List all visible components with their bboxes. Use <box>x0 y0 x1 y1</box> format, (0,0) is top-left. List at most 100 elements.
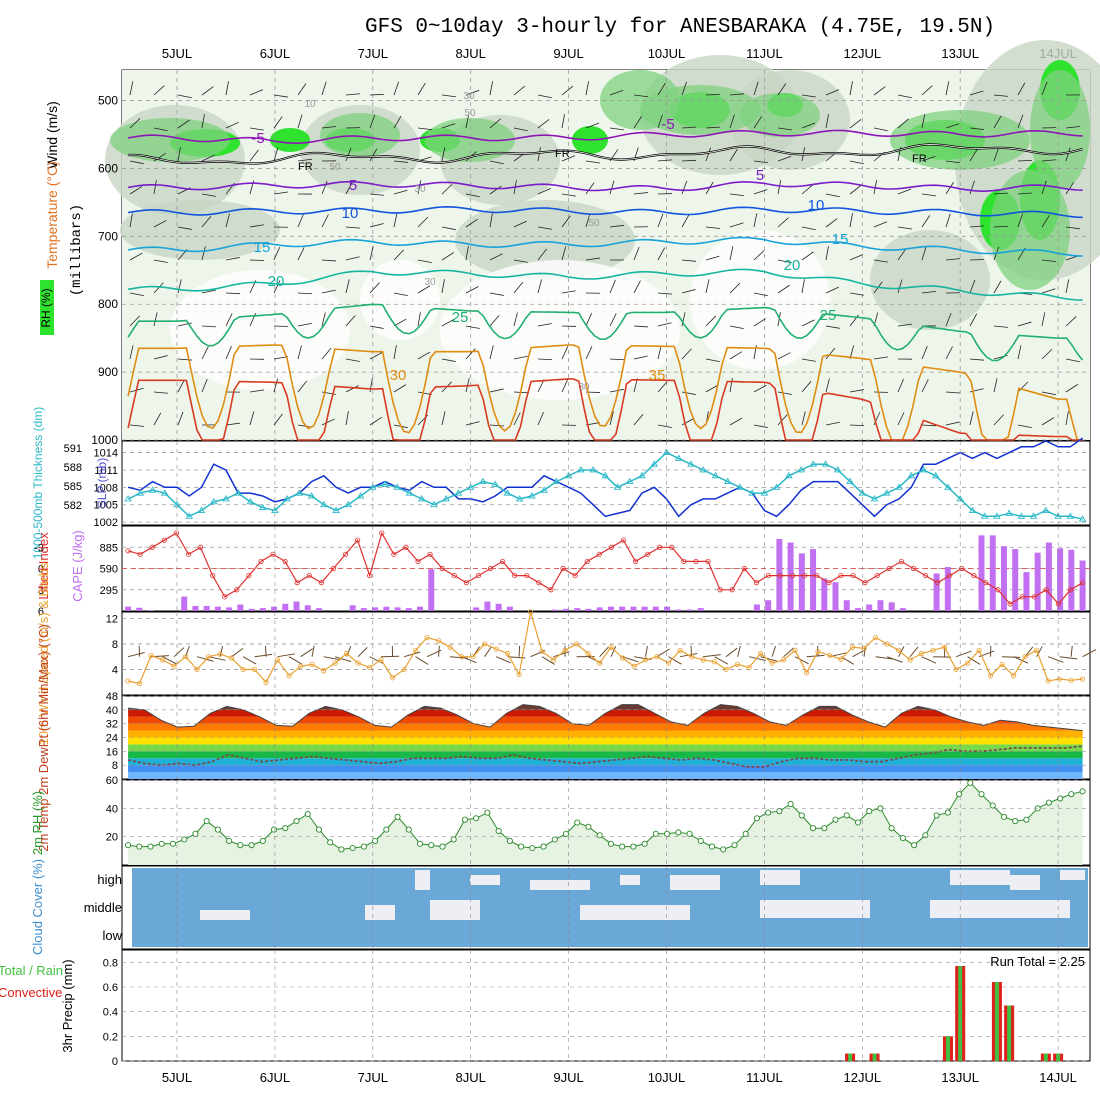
wind-barb <box>585 213 591 228</box>
wind-barb <box>705 93 721 96</box>
ylabel-millibars: (millibars) <box>69 204 85 296</box>
rh-marker <box>854 819 862 826</box>
wind-barb <box>993 325 1008 328</box>
wind-barb <box>609 127 624 131</box>
wind-barb <box>417 259 432 264</box>
thickness-marker <box>748 489 756 496</box>
cape-bar <box>394 607 401 611</box>
rh-marker <box>1012 818 1019 825</box>
cloud-block <box>760 900 870 918</box>
rh-contour-label: 10 <box>304 99 316 110</box>
cape-bar <box>136 607 143 611</box>
cape-tick-label: 885 <box>100 542 118 554</box>
ylabel-temp: Temperature (°C) <box>44 161 60 269</box>
wind-barb <box>321 418 335 426</box>
rh-tick-label: 40 <box>106 803 118 815</box>
cloud-block <box>1010 875 1040 890</box>
wind-barb <box>633 116 642 129</box>
wind-barb <box>441 226 456 231</box>
wind-barb <box>441 147 446 162</box>
thickness-marker <box>1066 512 1075 519</box>
wind-barb <box>1065 226 1080 230</box>
temp-band <box>128 772 1083 779</box>
wind-barb <box>561 155 576 162</box>
x-tick-label-bottom: 6JUL <box>260 1070 290 1085</box>
li-marker <box>995 587 1001 593</box>
wind-speed-marker <box>769 660 775 666</box>
wind-speed-marker <box>1079 676 1086 682</box>
freezing-line-inner <box>128 144 1083 164</box>
wind-barb <box>561 193 576 197</box>
dewpoint-line <box>127 745 1083 768</box>
li-marker <box>657 544 663 550</box>
wind-barb <box>753 189 768 195</box>
cape-bar <box>989 535 996 611</box>
rh-marker <box>473 815 480 822</box>
wind-barb <box>249 127 264 131</box>
wind-speed-marker <box>895 647 902 653</box>
rh-mid-area <box>640 85 760 135</box>
thickness-marker <box>577 466 585 473</box>
wind-barb <box>729 351 743 360</box>
thickness-marker <box>222 495 230 502</box>
wind-barb-10m <box>311 645 315 657</box>
wind-barb <box>897 94 912 99</box>
rh-marker <box>798 812 805 819</box>
wind-barb <box>993 147 1000 162</box>
cape-bar <box>675 609 682 611</box>
wind-barb <box>897 378 904 393</box>
thickness-marker <box>417 495 426 502</box>
wind-barb <box>297 83 307 96</box>
wind-barb <box>921 193 936 197</box>
li-marker <box>149 544 155 550</box>
wind-barb-10m <box>357 647 368 658</box>
isotherm-5 <box>127 180 1083 193</box>
rh-marker <box>899 835 906 842</box>
wind-speed-marker <box>286 673 292 679</box>
wind-barb <box>729 325 744 330</box>
li-marker <box>439 565 445 572</box>
wind-barb <box>657 292 672 295</box>
thickness-marker <box>160 489 169 496</box>
li-marker <box>645 551 651 557</box>
li-marker <box>185 551 192 557</box>
rh-marker <box>562 830 570 837</box>
ylabel-thickness: 1000-500mb Thickness (dm) <box>31 407 45 560</box>
rh-mid-area <box>425 118 515 162</box>
wind-barb <box>609 358 625 361</box>
wind-barb <box>441 94 456 98</box>
wind-barb <box>873 259 888 263</box>
wind-speed-marker <box>343 650 350 657</box>
thickness-marker <box>564 471 573 479</box>
li-marker <box>886 565 892 572</box>
thickness-marker <box>589 466 597 473</box>
wind-barb <box>345 411 349 426</box>
li-marker <box>512 572 518 579</box>
thickness-marker <box>1029 512 1038 519</box>
rh-marker <box>551 836 558 843</box>
wind-barb <box>681 348 692 360</box>
wind-barb <box>777 414 788 426</box>
rh-legend-swatch <box>40 280 54 335</box>
li-tick-label: 0 <box>38 564 44 576</box>
ylabel-wind: Wind (m/s) <box>44 101 60 169</box>
cape-bar <box>293 601 300 611</box>
wind-barb <box>1041 159 1056 162</box>
wind-barb-10m <box>1082 649 1097 658</box>
li-marker <box>826 580 832 586</box>
thickness-marker <box>662 448 671 456</box>
wind-barb <box>393 189 408 195</box>
wind-barb <box>225 121 239 129</box>
rh-marker <box>540 843 547 850</box>
wind-barb <box>441 184 453 195</box>
cape-bar <box>899 608 906 611</box>
wind-barb <box>465 193 480 198</box>
rh-shade <box>455 200 635 280</box>
wind-barb <box>153 152 166 162</box>
li-marker <box>415 558 421 565</box>
wind-tick-label: 8 <box>112 639 118 651</box>
wind-speed-marker <box>654 654 660 660</box>
wind-barb <box>537 248 547 261</box>
cloud-tick-label: middle <box>84 900 122 915</box>
wind-speed-marker <box>757 650 764 657</box>
